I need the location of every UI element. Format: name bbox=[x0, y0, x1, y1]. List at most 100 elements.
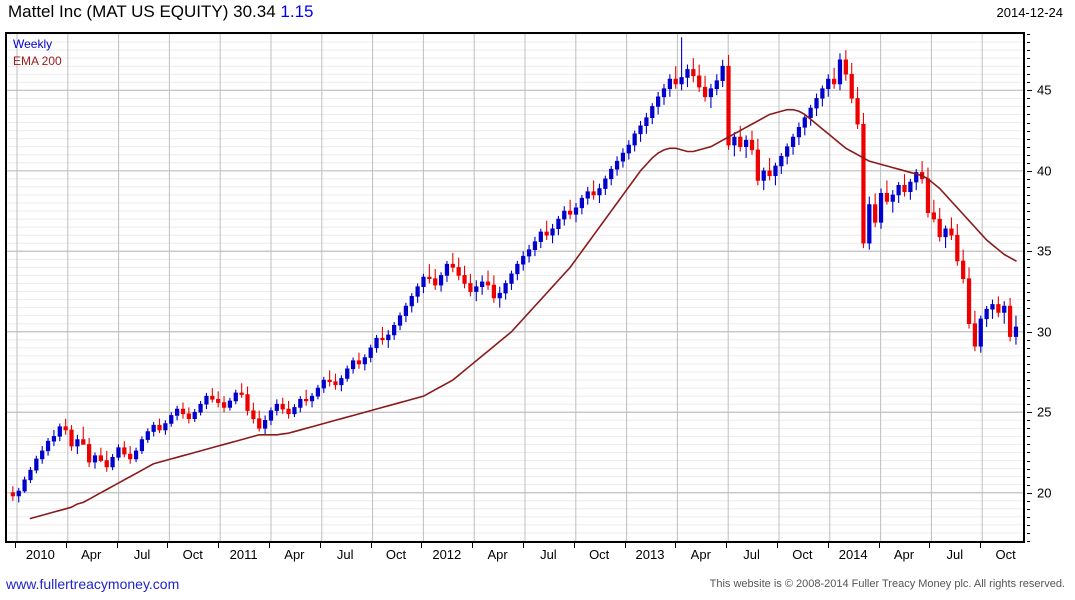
x-axis-tick bbox=[726, 543, 728, 548]
y-axis-label: 20 bbox=[1037, 485, 1052, 501]
chart-header: Mattel Inc (MAT US EQUITY) 30.34 1.15 20… bbox=[0, 0, 1075, 30]
y-axis-tick bbox=[1027, 355, 1030, 357]
y-axis-tick bbox=[1027, 452, 1030, 454]
y-axis-tick bbox=[1027, 243, 1030, 245]
x-axis-tick bbox=[827, 543, 829, 548]
y-axis-tick bbox=[1027, 50, 1030, 52]
price-change: 1.15 bbox=[280, 2, 314, 21]
y-axis-tick bbox=[1027, 114, 1030, 116]
as-of-date: 2014-12-24 bbox=[996, 5, 1064, 20]
x-axis-label: Oct bbox=[995, 547, 1016, 562]
site-url[interactable]: www.fullertreacymoney.com bbox=[6, 576, 180, 592]
x-axis-tick bbox=[472, 543, 474, 548]
y-axis-tick bbox=[1027, 146, 1030, 148]
x-axis-tick bbox=[523, 543, 524, 548]
x-axis-label: Oct bbox=[792, 547, 813, 562]
y-axis-tick bbox=[1027, 347, 1030, 349]
y-axis-tick bbox=[1027, 251, 1032, 253]
x-axis-tick bbox=[370, 543, 372, 548]
y-axis-tick bbox=[1027, 122, 1030, 124]
legend-interval: Weekly bbox=[13, 37, 53, 51]
y-axis-tick bbox=[1027, 178, 1030, 180]
instrument-name: Mattel Inc (MAT US EQUITY) bbox=[8, 2, 229, 21]
y-axis-tick bbox=[1027, 436, 1030, 438]
x-axis-label: Oct bbox=[589, 547, 610, 562]
chart-gridlines bbox=[7, 34, 1023, 541]
y-axis-tick bbox=[1027, 508, 1030, 510]
x-axis-label: Jul bbox=[336, 547, 354, 562]
last-price: 30.34 bbox=[233, 2, 276, 21]
x-axis-tick bbox=[319, 543, 321, 548]
y-axis-tick bbox=[1027, 138, 1030, 140]
y-axis-tick bbox=[1027, 524, 1030, 526]
y-axis-tick bbox=[1027, 235, 1030, 237]
x-axis-label: Apr bbox=[487, 547, 508, 562]
x-axis-tick bbox=[167, 543, 169, 548]
y-axis-tick bbox=[1027, 412, 1032, 414]
x-axis-label: 2012 bbox=[432, 547, 462, 562]
chart-plot-area: Weekly EMA 200 bbox=[5, 32, 1025, 543]
y-axis-tick bbox=[1027, 468, 1030, 470]
chart-series-layer bbox=[7, 34, 1023, 541]
y-axis-tick bbox=[1027, 42, 1030, 44]
y-axis-tick bbox=[1027, 323, 1030, 325]
y-axis-tick bbox=[1027, 34, 1030, 35]
x-axis-tick bbox=[116, 543, 118, 548]
y-axis-tick bbox=[1027, 203, 1030, 204]
y-axis-tick bbox=[1027, 476, 1030, 478]
y-axis-tick bbox=[1027, 211, 1030, 213]
x-axis-label: 2011 bbox=[229, 547, 258, 562]
x-axis-label: Apr bbox=[81, 547, 102, 562]
x-axis-label: 2010 bbox=[25, 547, 55, 562]
x-axis-tick bbox=[878, 543, 880, 548]
y-axis-tick bbox=[1027, 154, 1030, 156]
x-axis-tick bbox=[980, 543, 982, 548]
x-axis-label: 2013 bbox=[635, 547, 665, 562]
x-axis-tick bbox=[421, 543, 423, 548]
chart-footer: www.fullertreacymoney.com This website i… bbox=[0, 573, 1075, 600]
x-axis-tick bbox=[777, 543, 778, 548]
x-axis-label: Jul bbox=[743, 547, 760, 562]
legend-ema-overlay: EMA 200 bbox=[13, 54, 62, 68]
y-axis-tick bbox=[1027, 186, 1030, 188]
x-axis-label: Apr bbox=[690, 547, 711, 562]
y-axis-tick bbox=[1027, 420, 1030, 422]
y-axis-tick bbox=[1027, 219, 1030, 221]
y-axis-tick bbox=[1027, 194, 1030, 196]
y-axis-tick bbox=[1027, 106, 1030, 108]
y-axis-tick bbox=[1027, 291, 1030, 293]
y-axis-tick bbox=[1027, 484, 1030, 486]
y-axis-tick bbox=[1027, 444, 1030, 446]
y-axis-tick bbox=[1027, 500, 1030, 502]
y-axis-tick bbox=[1027, 396, 1030, 398]
x-axis-tick bbox=[269, 543, 270, 548]
y-axis-tick bbox=[1027, 130, 1030, 132]
x-axis-label: Oct bbox=[182, 547, 203, 562]
y-axis-tick bbox=[1027, 541, 1030, 542]
y-axis-tick bbox=[1027, 90, 1032, 92]
x-axis-tick bbox=[15, 543, 16, 548]
x-axis-label: Oct bbox=[385, 547, 407, 562]
y-axis-tick bbox=[1027, 275, 1030, 277]
x-axis-label: 2014 bbox=[838, 547, 868, 562]
y-axis-tick bbox=[1027, 380, 1030, 382]
y-axis-tick bbox=[1027, 299, 1030, 301]
y-axis-tick bbox=[1027, 267, 1030, 269]
y-axis-tick bbox=[1027, 82, 1030, 84]
y-axis-tick bbox=[1027, 404, 1030, 406]
y-axis-tick bbox=[1027, 372, 1030, 373]
x-axis-label: Apr bbox=[893, 547, 915, 562]
y-axis-tick bbox=[1027, 492, 1032, 494]
x-axis-tick bbox=[624, 543, 626, 548]
y-axis-tick bbox=[1027, 315, 1030, 317]
y-axis-tick bbox=[1027, 388, 1030, 390]
x-axis-tick bbox=[573, 543, 575, 548]
page-title: Mattel Inc (MAT US EQUITY) 30.34 1.15 bbox=[8, 2, 314, 22]
y-axis-tick bbox=[1027, 307, 1030, 309]
y-axis-tick bbox=[1027, 339, 1030, 341]
x-axis-tick bbox=[218, 543, 220, 548]
y-axis-tick bbox=[1027, 58, 1030, 60]
x-axis-label: Jul bbox=[946, 547, 964, 562]
y-axis-tick bbox=[1027, 66, 1030, 68]
y-axis-label: 40 bbox=[1037, 163, 1052, 179]
